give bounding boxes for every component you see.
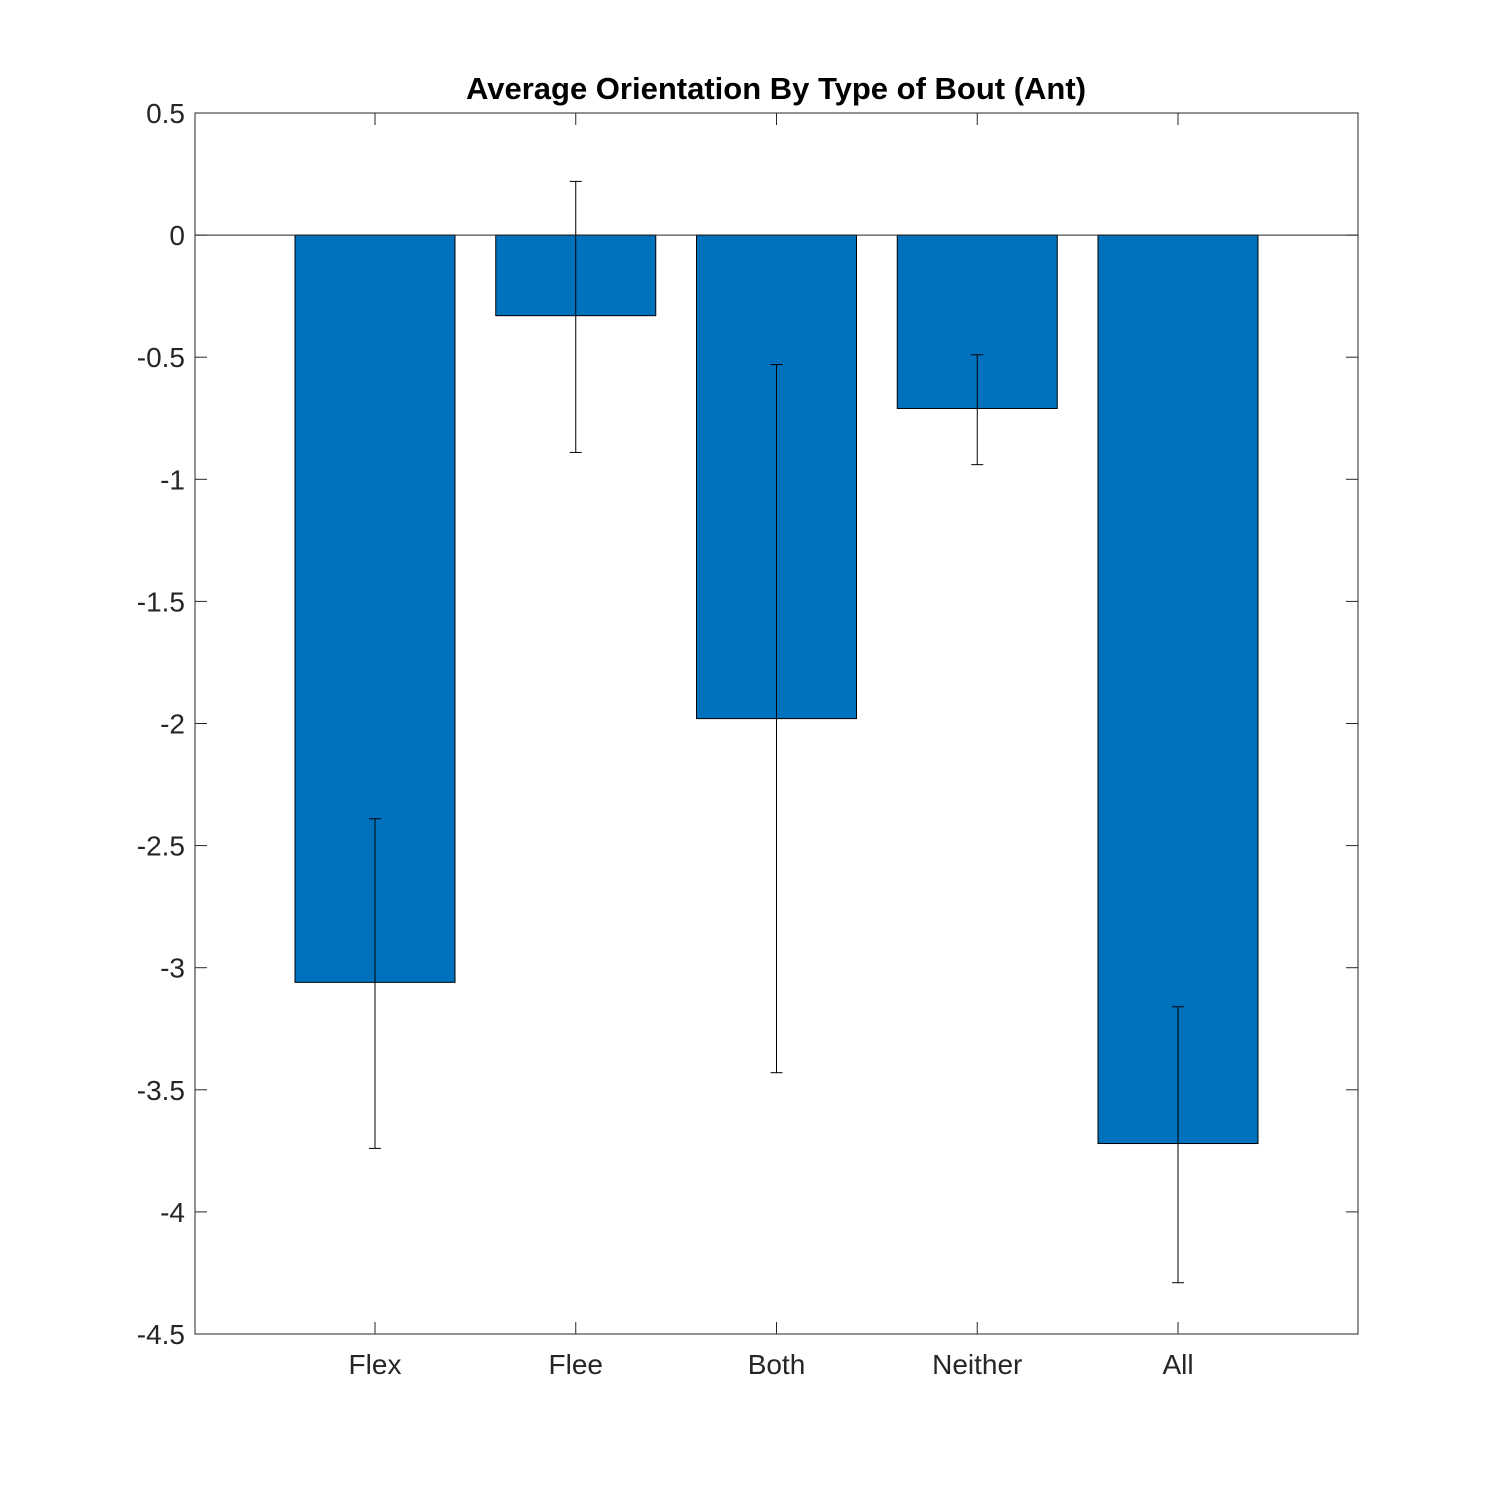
y-tick-label: -4 <box>160 1197 185 1228</box>
chart-title: Average Orientation By Type of Bout (Ant… <box>466 71 1086 106</box>
y-tick-label: 0.5 <box>146 98 185 129</box>
y-axis: 0.5 0 -0.5 -1 -1.5 -2 -2.5 -3 -3.5 -4 -4.5 <box>137 98 1358 1350</box>
error-bar-neither <box>971 354 984 466</box>
x-tick-label: Neither <box>932 1349 1022 1380</box>
y-tick-label: -1.5 <box>137 586 185 617</box>
bar-all <box>1097 234 1259 1145</box>
y-tick-label: 0 <box>169 220 185 251</box>
y-tick-label: -1 <box>160 464 185 495</box>
error-bar-flee <box>569 180 582 453</box>
error-bar-all <box>1172 1006 1184 1284</box>
x-tick-label: All <box>1162 1349 1193 1380</box>
error-bar-both <box>770 364 783 1074</box>
y-tick-label: -2.5 <box>137 831 185 862</box>
error-bars-group <box>369 180 1184 1284</box>
x-tick-label: Both <box>748 1349 806 1380</box>
x-tick-label: Flex <box>349 1349 402 1380</box>
y-tick-label: -0.5 <box>137 342 185 373</box>
error-bar-flex <box>369 818 381 1149</box>
y-tick-label: -4.5 <box>137 1319 185 1350</box>
y-tick-label: -3.5 <box>137 1075 185 1106</box>
x-tick-label: Flee <box>549 1349 603 1380</box>
x-axis: Flex Flee Both Neither All <box>349 113 1194 1380</box>
y-tick-label: -3 <box>160 953 185 984</box>
y-tick-label: -2 <box>160 709 185 740</box>
